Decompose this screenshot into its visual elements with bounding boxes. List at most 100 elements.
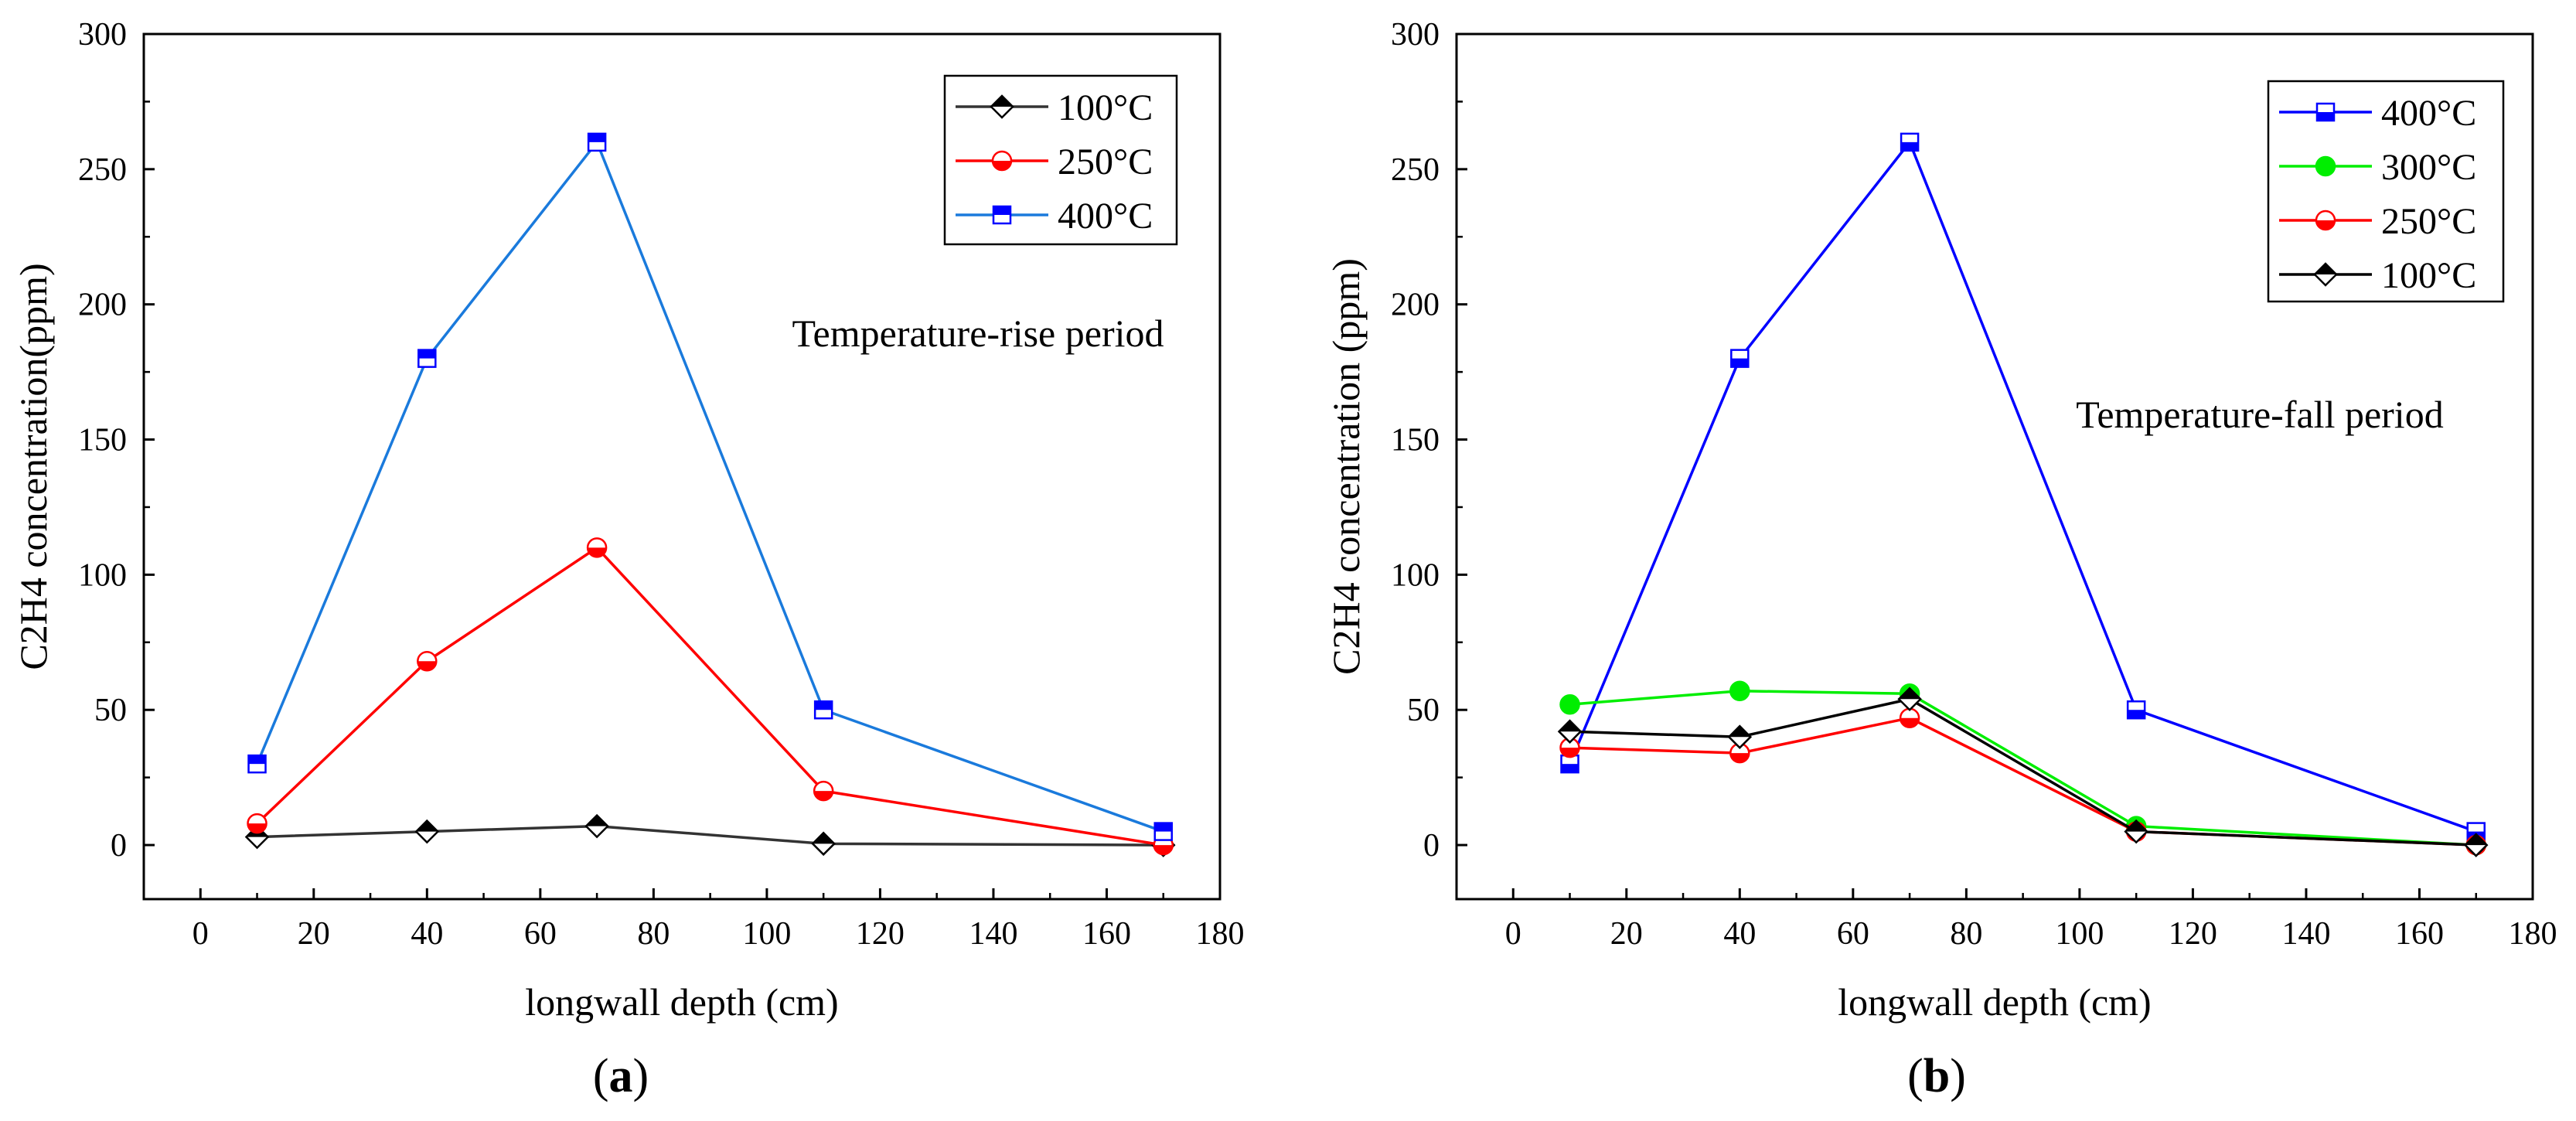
data-point-b-2-0-fill — [1560, 748, 1579, 758]
data-point-b-3-1 — [1727, 724, 1753, 749]
data-point-a-0-1-fill — [416, 820, 438, 832]
series-a-1 — [247, 537, 1174, 856]
data-point-b-3-2-fill — [1899, 688, 1921, 700]
x-axis-label-b: longwall depth (cm) — [1838, 980, 2151, 1024]
legend-marker-b-0-fill — [2317, 112, 2334, 121]
y-axis-ticks-b: 0 50 100 150 200 250 300 — [1391, 17, 1467, 864]
legend-item-a-2: 400°C — [956, 196, 1153, 237]
legend-item-b-2: 250°C — [2279, 201, 2476, 242]
data-point-b-3-3 — [2124, 819, 2148, 844]
data-point-a-2-0-fill — [248, 755, 266, 765]
legend-box-b — [2267, 80, 2505, 303]
legend-label-b-2: 250°C — [2381, 201, 2476, 242]
chart-panel-a: 0 20 40 60 80 100 120 140 160 180 0 50 100 150 200 250 3… — [12, 17, 1245, 1024]
y-tick-label-b-6: 300 — [1391, 17, 1440, 53]
data-point-a-2-2-fill — [588, 133, 606, 142]
y-axis-label-a: C2H4 concentration(ppm) — [12, 263, 55, 670]
legend-item-b-1: 300°C — [2279, 147, 2476, 188]
y-axis-ticks-a: 0 50 100 150 200 250 300 — [78, 17, 155, 864]
annotation-b: Temperature-fall period — [2076, 393, 2443, 436]
panel-label-a-letter: a — [609, 1050, 633, 1102]
x-tick-label-b-7: 140 — [2281, 916, 2330, 952]
y-axis-label-b: C2H4 concentration (ppm) — [1324, 258, 1368, 675]
data-point-a-1-2 — [586, 537, 608, 558]
data-point-a-2-3-fill — [815, 701, 833, 710]
data-point-a-1-3-fill — [814, 791, 833, 801]
x-tick-label-b-9: 180 — [2509, 916, 2557, 952]
data-point-a-1-0-fill — [247, 823, 267, 833]
plot-frame-a — [142, 32, 1222, 901]
data-point-a-1-4-fill — [1153, 845, 1173, 855]
legend-marker-b-3 — [2313, 262, 2338, 287]
series-b-2 — [1559, 707, 2486, 856]
data-point-b-3-4-fill — [2465, 834, 2487, 846]
legend-label-b-3: 100°C — [2381, 255, 2476, 296]
data-point-a-2-3 — [813, 700, 833, 720]
legend-a: 100°C 250°C 400°C — [943, 74, 1178, 246]
x-axis-label-a: longwall depth (cm) — [525, 980, 838, 1024]
legend-marker-a-0 — [990, 94, 1014, 119]
data-point-a-2-1 — [417, 349, 437, 368]
data-point-b-0-0 — [1560, 754, 1579, 774]
data-point-b-3-3-fill — [2125, 820, 2148, 832]
data-point-a-2-2 — [587, 132, 607, 152]
plot-frame-b — [1455, 32, 2534, 901]
y-tick-label-a-5: 250 — [78, 152, 127, 188]
panel-label-b-letter: b — [1923, 1050, 1950, 1102]
data-point-a-1-1-fill — [417, 661, 437, 671]
data-point-b-1-0-outline — [1559, 693, 1580, 715]
legend-item-a-1: 250°C — [956, 141, 1153, 182]
y-tick-label-a-2: 100 — [78, 557, 127, 593]
series-a-0 — [244, 813, 1176, 857]
legend-marker-a-2 — [992, 205, 1012, 225]
x-tick-label-b-4: 80 — [1950, 916, 1982, 952]
data-point-b-0-0-fill — [1561, 764, 1579, 773]
x-tick-label-b-5: 100 — [2055, 916, 2104, 952]
data-point-a-2-4 — [1153, 822, 1173, 841]
y-tick-label-a-3: 150 — [78, 423, 127, 458]
y-tick-label-b-0: 0 — [1423, 828, 1440, 864]
x-tick-label-a-3: 60 — [524, 916, 557, 952]
series-line-a-2 — [255, 139, 1164, 833]
data-point-b-0-2 — [1900, 132, 1920, 152]
y-tick-label-b-3: 150 — [1391, 423, 1440, 458]
legend-marker-b-1 — [2315, 155, 2336, 177]
legend-marker-a-1 — [991, 150, 1013, 172]
x-tick-label-a-1: 20 — [298, 916, 330, 952]
legend-marker-b-2 — [2315, 210, 2336, 231]
data-point-a-2-0 — [247, 754, 267, 774]
data-point-a-2-1-fill — [418, 349, 436, 359]
y-tick-label-a-0: 0 — [111, 828, 127, 864]
series-line-a-0 — [257, 824, 1164, 847]
series-b-3 — [1557, 687, 2489, 857]
legend-item-b-3: 100°C — [2279, 255, 2476, 296]
legend-marker-a-1-fill — [993, 161, 1011, 170]
data-point-b-3-1-fill — [1729, 726, 1751, 738]
x-tick-label-b-6: 120 — [2169, 916, 2217, 952]
panel-label-a-close: ) — [633, 1050, 649, 1102]
legend-marker-b-0 — [2315, 102, 2336, 122]
data-point-b-0-3-fill — [2128, 710, 2145, 719]
data-point-b-3-0-fill — [1559, 721, 1581, 732]
x-tick-label-a-9: 180 — [1196, 916, 1245, 952]
panel-label-b-close: ) — [1950, 1050, 1966, 1102]
data-point-b-1-1 — [1729, 680, 1750, 701]
data-point-a-0-3 — [811, 831, 836, 857]
x-axis-ticks-a: 0 20 40 60 80 100 120 140 160 180 — [193, 888, 1245, 952]
x-tick-label-b-2: 40 — [1723, 916, 1756, 952]
data-point-b-3-0 — [1557, 719, 1583, 744]
y-tick-label-b-2: 100 — [1391, 557, 1440, 593]
data-point-a-0-3-fill — [813, 833, 835, 844]
chart-panel-b: 0 20 40 60 80 100 120 140 160 180 0 50 100 150 200 250 3… — [1324, 17, 2557, 1024]
series-b-1 — [1559, 680, 2486, 856]
data-point-a-0-2-fill — [586, 815, 608, 826]
data-point-a-0-1 — [414, 819, 440, 844]
legend-label-a-1: 250°C — [1058, 141, 1153, 182]
data-point-a-1-1 — [417, 651, 438, 672]
data-point-b-3-2 — [1897, 687, 1922, 711]
data-point-a-1-0 — [247, 813, 267, 834]
data-point-b-1-0 — [1559, 693, 1580, 715]
y-tick-label-a-1: 50 — [94, 693, 127, 728]
legend-marker-a-2-fill — [993, 206, 1010, 215]
x-tick-label-b-3: 60 — [1837, 916, 1869, 952]
